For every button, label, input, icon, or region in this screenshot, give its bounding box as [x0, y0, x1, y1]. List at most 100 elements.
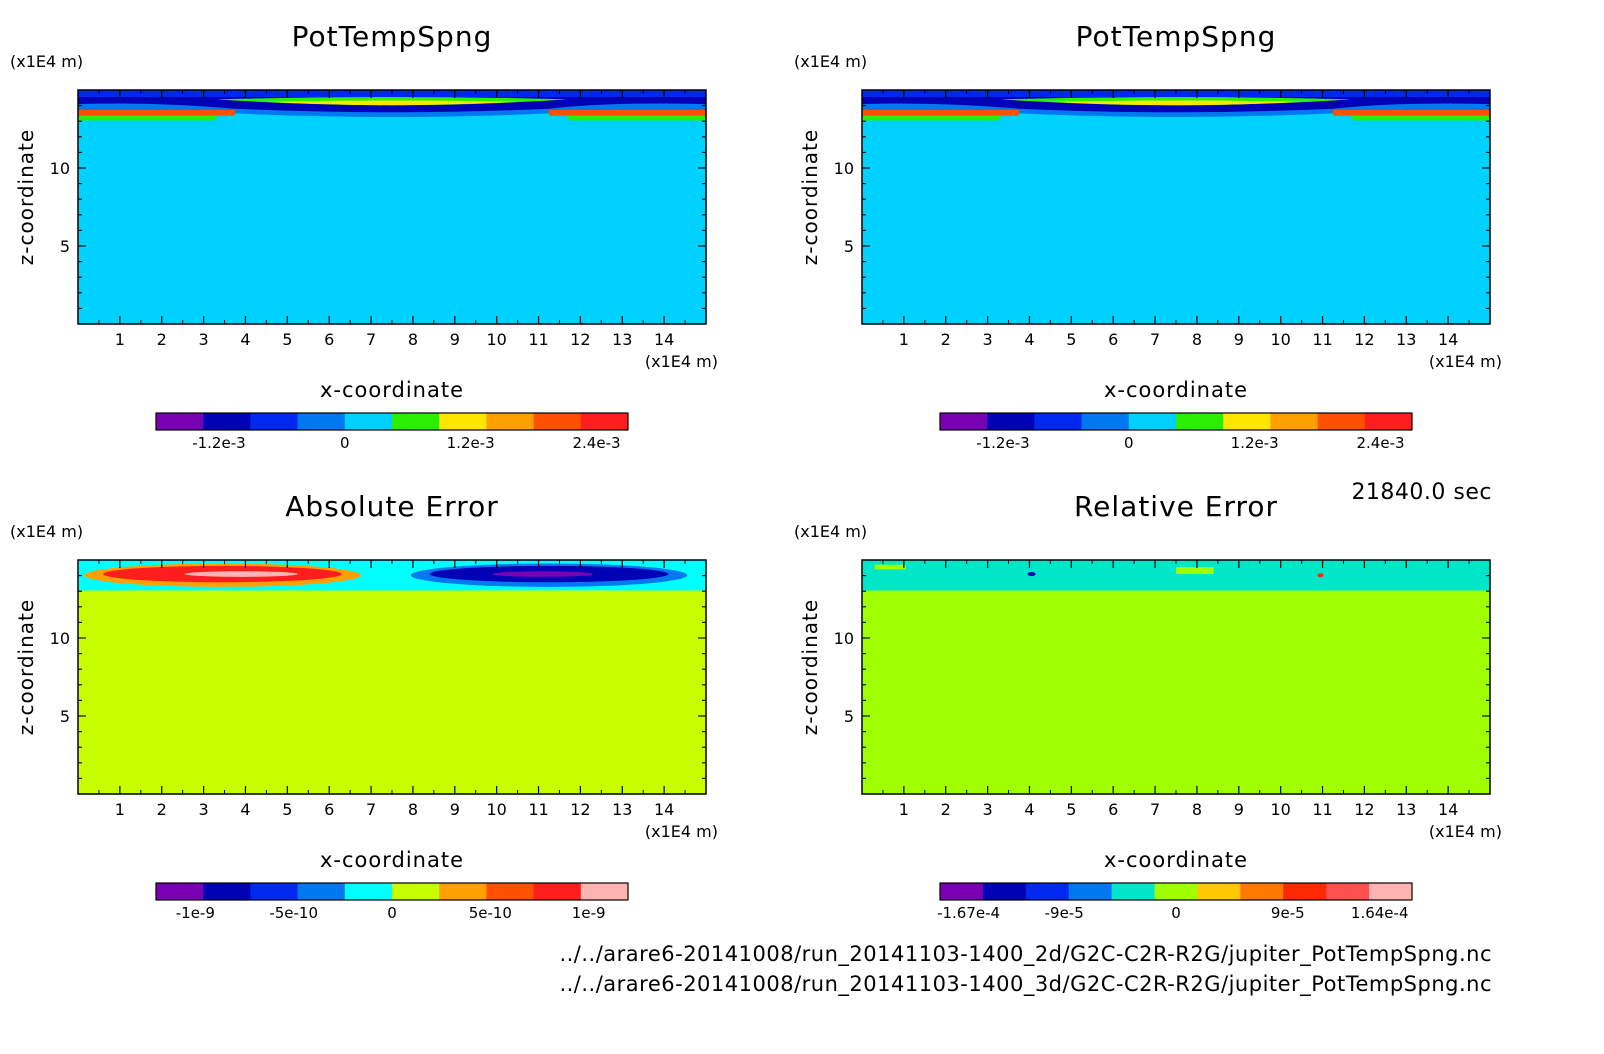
chart-title: Relative Error [1074, 490, 1278, 523]
x-tick-label: 3 [983, 330, 993, 349]
colorbar-tick-label: 0 [1124, 434, 1134, 452]
colorbar-frame [155, 412, 629, 431]
x-tick-label: 3 [199, 800, 209, 819]
colorbar-swatch [987, 413, 1035, 430]
field-contour [78, 109, 235, 116]
y-unit-label: (x1E4 m) [10, 522, 83, 541]
field-contour [266, 100, 518, 106]
time-label: 21840.0 sec [1351, 480, 1492, 505]
colorbar-tick-label: 2.4e-3 [1357, 434, 1405, 452]
colorbar-frame [939, 412, 1413, 431]
x-tick-label: 3 [199, 330, 209, 349]
field-contour [1176, 567, 1214, 575]
field-background [862, 560, 1490, 794]
x-unit-label: (x1E4 m) [1429, 822, 1502, 841]
colorbar-swatch [439, 413, 487, 430]
field-contour [549, 109, 706, 116]
y-axis-label: z-coordinate [798, 599, 822, 735]
colorbar-swatch [344, 883, 393, 900]
colorbar-tick-label: -1.2e-3 [192, 434, 245, 452]
x-axis-label: x-coordinate [1104, 848, 1248, 872]
x-tick-label: 11 [528, 330, 548, 349]
x-tick-label: 14 [1438, 800, 1458, 819]
x-tick-label: 14 [1438, 330, 1458, 349]
y-tick-label: 10 [834, 629, 854, 648]
y-unit-label: (x1E4 m) [794, 522, 867, 541]
y-tick-label: 5 [60, 237, 70, 256]
colorbar-tick-label: 9e-5 [1271, 904, 1305, 922]
colorbar-swatch [1154, 883, 1198, 900]
y-axis-label: z-coordinate [14, 129, 38, 265]
colorbar-tick-label: -1.67e-4 [937, 904, 1000, 922]
colorbar-swatch [1223, 413, 1271, 430]
x-axis-label: x-coordinate [320, 378, 464, 402]
colorbar-swatch [156, 883, 204, 900]
x-tick-label: 8 [1192, 330, 1202, 349]
x-tick-label: 13 [612, 330, 632, 349]
colorbar-swatch [1111, 883, 1156, 900]
y-unit-label: (x1E4 m) [10, 52, 83, 71]
x-tick-label: 12 [570, 800, 590, 819]
x-tick-label: 7 [366, 800, 376, 819]
field-contour [862, 109, 1019, 116]
x-axis-label: x-coordinate [1104, 378, 1248, 402]
x-tick-label: 5 [1066, 330, 1076, 349]
colorbar-tick-label: -9e-5 [1045, 904, 1084, 922]
colorbar-tick-label: 0 [387, 904, 397, 922]
x-tick-label: 9 [450, 330, 460, 349]
x-tick-label: 14 [654, 330, 674, 349]
x-tick-label: 1 [899, 800, 909, 819]
colorbar-swatch [982, 883, 1027, 900]
colorbar-swatch [486, 883, 535, 900]
colorbar-swatch [1081, 413, 1130, 430]
colorbar-tick-label: -1e-9 [176, 904, 215, 922]
field-background [78, 560, 706, 794]
colorbar-swatch [1283, 883, 1327, 900]
x-tick-label: 4 [1024, 330, 1034, 349]
x-tick-label: 11 [1312, 800, 1332, 819]
x-tick-label: 2 [157, 330, 167, 349]
colorbar-swatch [1197, 883, 1241, 900]
colorbar-swatch [392, 883, 440, 900]
x-tick-label: 4 [240, 330, 250, 349]
x-tick-label: 5 [1066, 800, 1076, 819]
colorbar-swatch [1369, 883, 1413, 900]
field-contour [1317, 573, 1324, 578]
field-contour [1351, 115, 1490, 121]
x-tick-label: 13 [612, 800, 632, 819]
colorbar-swatch [1317, 413, 1366, 430]
x-tick-label: 4 [1024, 800, 1034, 819]
y-tick-label: 5 [844, 707, 854, 726]
x-unit-label: (x1E4 m) [1429, 352, 1502, 371]
x-unit-label: (x1E4 m) [645, 822, 718, 841]
colorbar-tick-label: 1.64e-4 [1351, 904, 1409, 922]
colorbar-swatch [580, 883, 629, 900]
x-tick-label: 8 [1192, 800, 1202, 819]
x-tick-label: 1 [115, 800, 125, 819]
x-tick-label: 6 [324, 330, 334, 349]
colorbar-swatch [297, 413, 346, 430]
field-background [862, 90, 1490, 324]
x-tick-label: 1 [899, 330, 909, 349]
field-contour [862, 115, 1001, 121]
field-contour [78, 115, 217, 121]
colorbar-swatch [250, 413, 299, 430]
colorbar-swatch [533, 413, 582, 430]
file-path-2d: ../../arare6-20141008/run_20141103-1400_… [559, 942, 1492, 966]
field-background [78, 90, 706, 324]
colorbar-tick-label: 1.2e-3 [1231, 434, 1279, 452]
chart-title: Absolute Error [285, 490, 499, 523]
x-tick-label: 2 [941, 330, 951, 349]
x-tick-label: 1 [115, 330, 125, 349]
field-contour [492, 571, 593, 577]
colorbar-tick-label: 1e-9 [572, 904, 606, 922]
colorbar-frame [939, 882, 1413, 901]
x-tick-label: 10 [486, 330, 506, 349]
colorbar-swatch [203, 883, 251, 900]
x-tick-label: 5 [282, 800, 292, 819]
y-tick-label: 5 [844, 237, 854, 256]
x-unit-label: (x1E4 m) [645, 352, 718, 371]
colorbar-swatch [1270, 413, 1319, 430]
x-tick-label: 8 [408, 330, 418, 349]
